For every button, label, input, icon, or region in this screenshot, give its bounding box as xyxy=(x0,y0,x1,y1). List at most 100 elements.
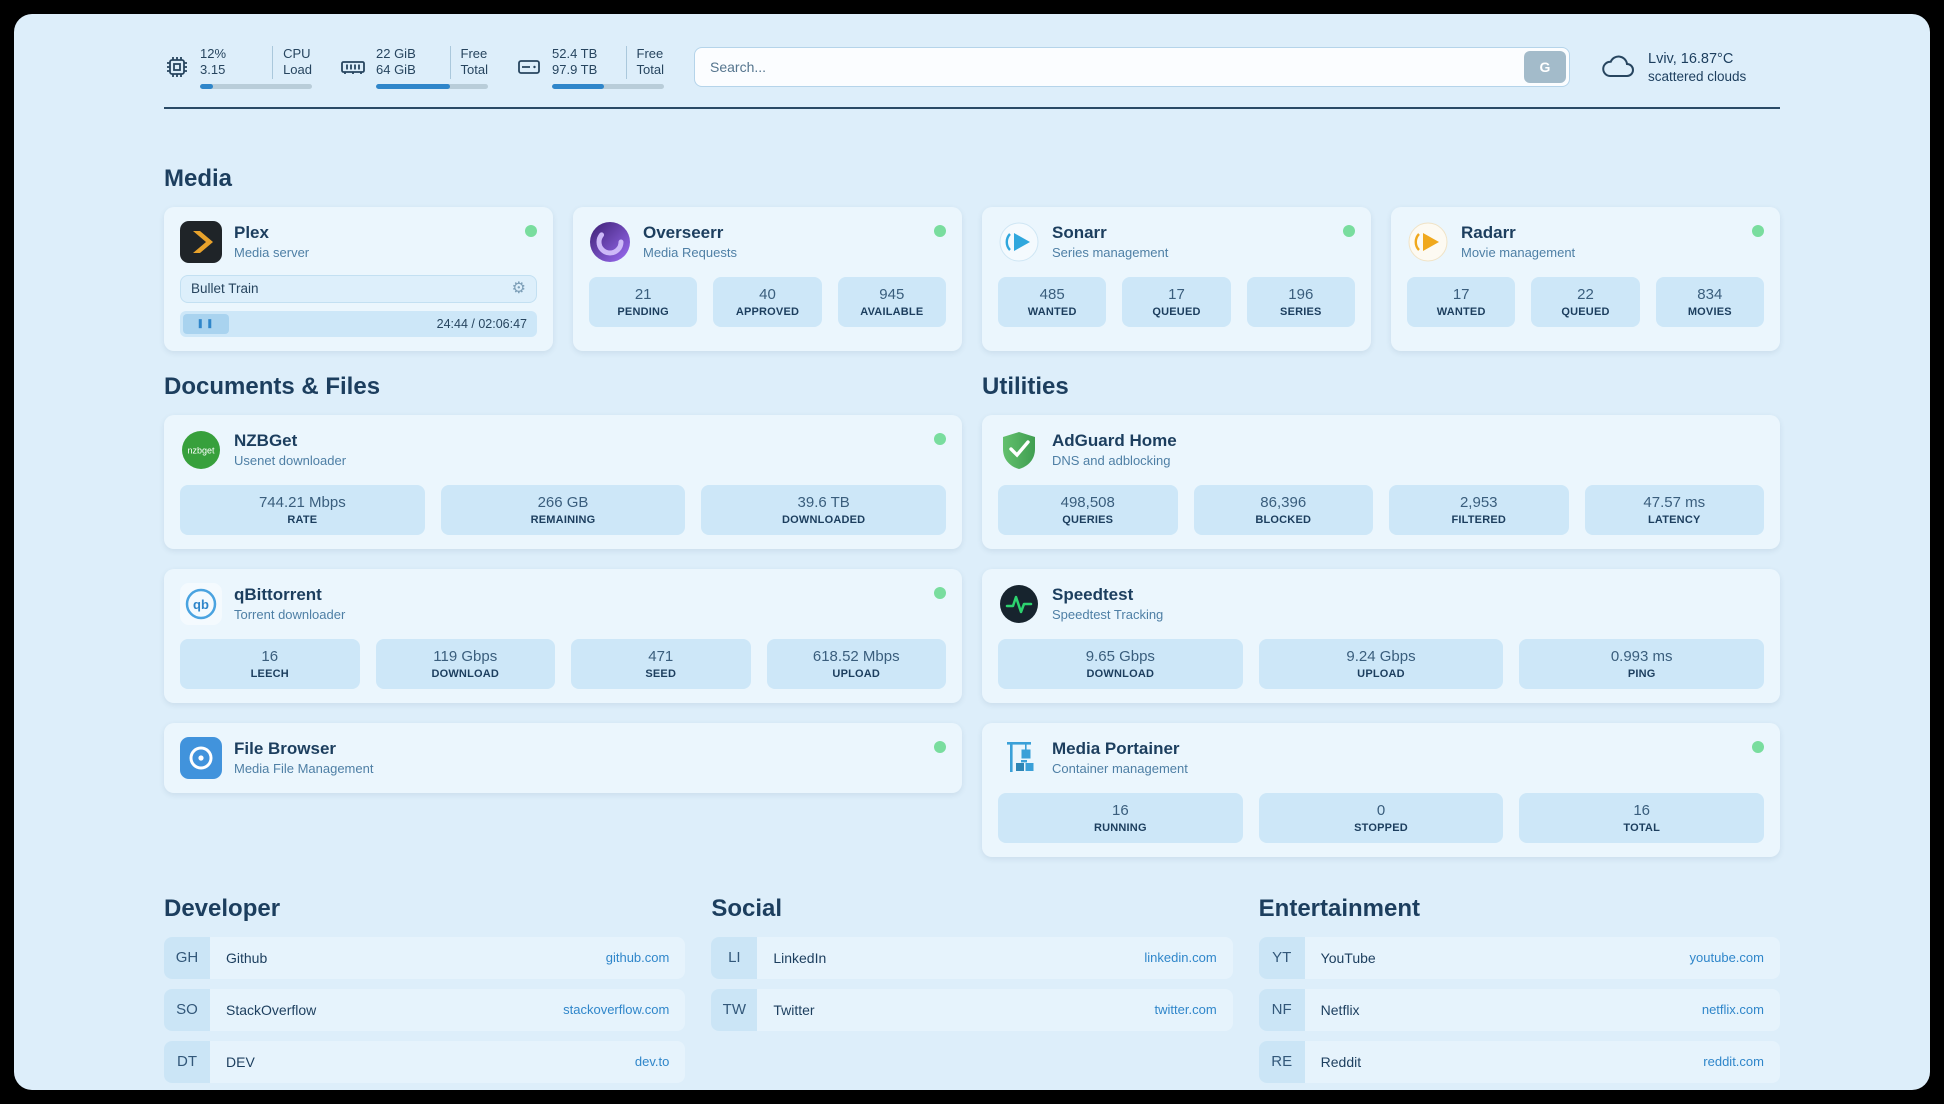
app-card-overseerr[interactable]: Overseerr Media Requests 21 PENDING 40 APP… xyxy=(573,206,962,351)
app-name: Media Portainer xyxy=(1052,739,1180,758)
app-card-speedtest[interactable]: Speedtest Speedtest Tracking 9.65 Gbps DO… xyxy=(982,568,1780,703)
stat-box: 0 STOPPED xyxy=(1258,792,1504,843)
bookmark-abbr: TW xyxy=(711,988,758,1031)
section-title-social: Social xyxy=(711,894,783,922)
app-description: DNS and adblocking xyxy=(1052,453,1171,468)
adguard-icon xyxy=(998,429,1040,471)
bookmark-url[interactable]: youtube.com xyxy=(1689,950,1764,965)
stat-box: 86,396 BLOCKED xyxy=(1193,484,1373,535)
weather-widget: Lviv, 16.87°C scattered clouds xyxy=(1600,51,1780,84)
qbittorrent-icon: qb xyxy=(180,582,222,625)
cpu-label: CPU xyxy=(283,46,311,61)
section-documents: Documents & Files nzbget NZBGet Usenet d… xyxy=(164,373,962,857)
dashboard-page: 12% 3.15 CPU Load xyxy=(14,14,1930,1090)
app-description: Speedtest Tracking xyxy=(1052,607,1164,622)
stat-box: 22 QUEUED xyxy=(1531,276,1640,327)
section-media: Media Plex Media server Bullet xyxy=(164,165,1780,351)
stat-box: 119 Gbps DOWNLOAD xyxy=(375,638,555,689)
bookmark-netflix[interactable]: NF Netflix netflix.com xyxy=(1258,988,1780,1031)
bookmark-url[interactable]: stackoverflow.com xyxy=(563,1002,670,1017)
bookmark-name: Github xyxy=(226,949,268,966)
memory-progress-bar xyxy=(376,83,488,89)
bookmark-url[interactable]: netflix.com xyxy=(1701,1002,1764,1017)
memory-free-value: 22 GiB xyxy=(376,46,416,61)
search-input[interactable] xyxy=(698,59,1524,76)
bookmark-name: DEV xyxy=(226,1053,255,1070)
app-card-sonarr[interactable]: Sonarr Series management 485 WANTED 17 QUE… xyxy=(982,206,1371,351)
memory-free-label: Free xyxy=(460,46,488,61)
section-developer: Developer GH Github github.com SO StackO… xyxy=(164,894,686,1083)
svg-text:nzbget: nzbget xyxy=(187,445,215,455)
app-description: Media server xyxy=(234,245,310,260)
bookmark-abbr: NF xyxy=(1258,988,1305,1031)
bookmark-reddit[interactable]: RE Reddit reddit.com xyxy=(1258,1040,1780,1083)
search-box: G xyxy=(694,47,1570,88)
bookmark-name: Reddit xyxy=(1320,1053,1362,1070)
section-title-utilities: Utilities xyxy=(982,372,1069,400)
bookmark-youtube[interactable]: YT YouTube youtube.com xyxy=(1258,936,1780,979)
app-name: Sonarr xyxy=(1052,223,1107,242)
overseerr-icon xyxy=(589,221,631,263)
bookmark-url[interactable]: dev.to xyxy=(634,1054,670,1069)
bookmark-abbr: DT xyxy=(164,1040,210,1083)
app-card-adguard[interactable]: AdGuard Home DNS and adblocking 498,508 Q… xyxy=(982,414,1780,549)
cpu-load-value: 3.15 xyxy=(200,62,226,78)
stat-box: 39.6 TB DOWNLOADED xyxy=(701,484,947,535)
search-provider-button[interactable]: G xyxy=(1524,51,1566,84)
settings-gear-icon[interactable]: ⚙ xyxy=(511,279,526,297)
stat-box: 17 QUEUED xyxy=(1122,276,1231,327)
section-title-developer: Developer xyxy=(164,894,281,922)
bookmark-url[interactable]: linkedin.com xyxy=(1144,950,1217,965)
bookmark-name: Twitter xyxy=(773,1001,815,1018)
storage-free-value: 52.4 TB xyxy=(552,46,598,61)
stat-box: 9.24 Gbps UPLOAD xyxy=(1258,638,1504,689)
app-name: File Browser xyxy=(234,739,337,758)
app-description: Series management xyxy=(1052,245,1169,260)
bookmark-url[interactable]: twitter.com xyxy=(1154,1002,1217,1017)
bookmark-twitter[interactable]: TW Twitter twitter.com xyxy=(711,988,1233,1031)
bookmark-linkedin[interactable]: LI LinkedIn linkedin.com xyxy=(711,936,1233,979)
section-utilities: Utilities AdGuard Home xyxy=(982,373,1780,857)
memory-total-value: 64 GiB xyxy=(376,62,416,78)
weather-location: Lviv, 16.87°C xyxy=(1648,50,1734,67)
speedtest-icon xyxy=(998,583,1040,625)
stat-box: 744.21 Mbps RATE xyxy=(180,484,425,535)
app-card-qbittorrent[interactable]: qb qBittorrent Torrent downloader 16 LEEC… xyxy=(164,568,962,703)
bookmark-name: StackOverflow xyxy=(226,1001,317,1018)
app-card-plex[interactable]: Plex Media server Bullet Train ⚙ ❚❚ 24:4… xyxy=(164,206,553,351)
status-online-dot xyxy=(934,740,946,753)
stat-box: 17 WANTED xyxy=(1407,276,1516,327)
stat-box: 471 SEED xyxy=(571,638,751,689)
bookmark-url[interactable]: reddit.com xyxy=(1703,1054,1764,1069)
playback-progress-bar[interactable]: ❚❚ 24:44 / 02:06:47 xyxy=(180,310,537,337)
app-card-radarr[interactable]: Radarr Movie management 17 WANTED 22 QUEUE… xyxy=(1391,206,1780,351)
section-title-documents: Documents & Files xyxy=(164,372,381,400)
section-entertainment: Entertainment YT YouTube youtube.com NF … xyxy=(1258,895,1780,1083)
status-online-dot xyxy=(1343,224,1355,237)
pause-icon[interactable]: ❚❚ xyxy=(183,313,229,334)
app-name: AdGuard Home xyxy=(1052,431,1177,450)
app-card-filebrowser[interactable]: File Browser Media File Management xyxy=(164,722,962,793)
stat-box: 834 MOVIES xyxy=(1655,276,1764,327)
bookmark-abbr: RE xyxy=(1258,1040,1305,1083)
app-name: NZBGet xyxy=(234,431,298,450)
app-card-nzbget[interactable]: nzbget NZBGet Usenet downloader 744.21 M… xyxy=(164,414,962,549)
stat-box: 40 APPROVED xyxy=(713,276,822,327)
now-playing-title: Bullet Train xyxy=(191,281,259,296)
cpu-load-metric: 12% 3.15 CPU Load xyxy=(164,46,312,89)
storage-free-label: Free xyxy=(636,46,664,61)
plex-icon xyxy=(180,220,222,263)
stat-box: 16 RUNNING xyxy=(998,792,1243,843)
app-card-portainer[interactable]: Media Portainer Container management 16 R… xyxy=(982,722,1780,857)
memory-metric: 22 GiB 64 GiB Free Total xyxy=(340,46,488,89)
bookmark-url[interactable]: github.com xyxy=(605,950,670,965)
storage-progress-bar xyxy=(552,83,664,89)
stat-box: 498,508 QUERIES xyxy=(998,484,1178,535)
bookmark-stackoverflow[interactable]: SO StackOverflow stackoverflow.com xyxy=(164,988,686,1031)
bookmark-dev[interactable]: DT DEV dev.to xyxy=(164,1040,686,1083)
status-online-dot xyxy=(934,224,946,237)
app-name: Speedtest xyxy=(1052,585,1134,604)
bookmark-github[interactable]: GH Github github.com xyxy=(164,936,686,979)
storage-total-label: Total xyxy=(636,62,664,78)
playback-time: 24:44 / 02:06:47 xyxy=(436,316,527,331)
